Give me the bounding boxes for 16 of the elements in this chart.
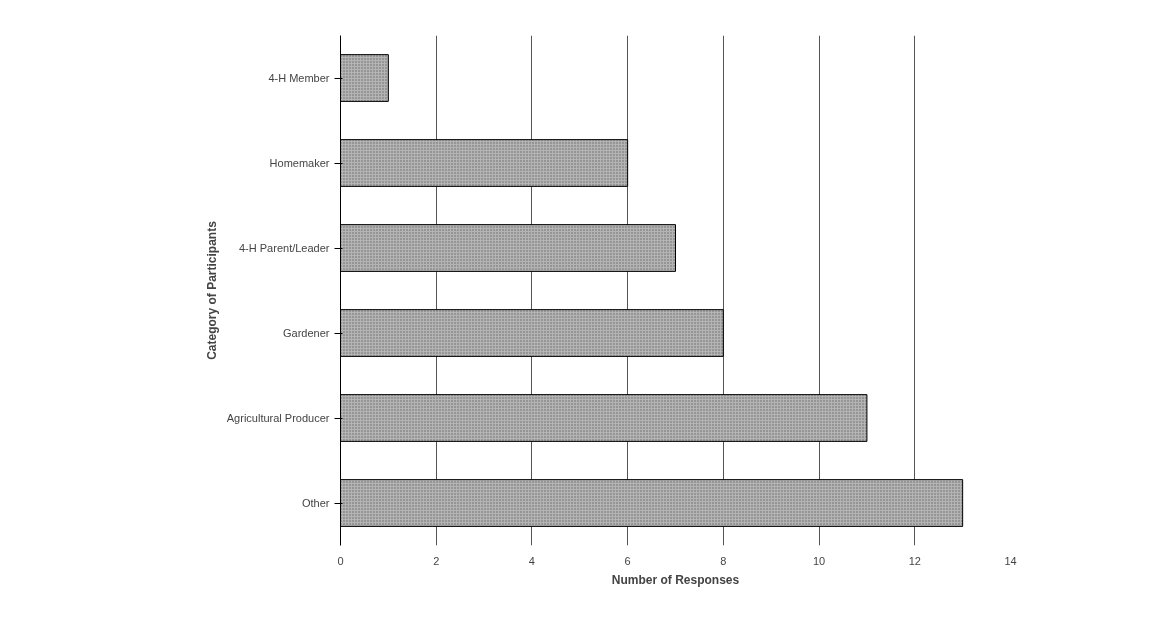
y-tick-label: 4-H Parent/Leader: [239, 242, 330, 254]
y-tick-label: Other: [301, 497, 330, 509]
y-axis-title: Category of Participants: [204, 220, 219, 360]
x-tick-label: 12: [908, 554, 921, 567]
x-tick-label: 14: [1004, 554, 1017, 567]
y-tick-label: 4-H Member: [268, 72, 330, 84]
y-tick-label: Agricultural Producer: [226, 412, 330, 424]
x-tick-label: 2: [433, 554, 440, 567]
y-tick-label: Homemaker: [269, 157, 330, 169]
x-axis-title: Number of Responses: [611, 572, 740, 587]
x-tick-label: 0: [337, 554, 344, 567]
x-tick-label: 8: [720, 554, 727, 567]
x-tick-label: 10: [812, 554, 826, 567]
x-tick-label: 6: [624, 554, 631, 567]
y-tick-label: Gardener: [283, 327, 330, 339]
x-tick-label: 4: [528, 554, 535, 567]
